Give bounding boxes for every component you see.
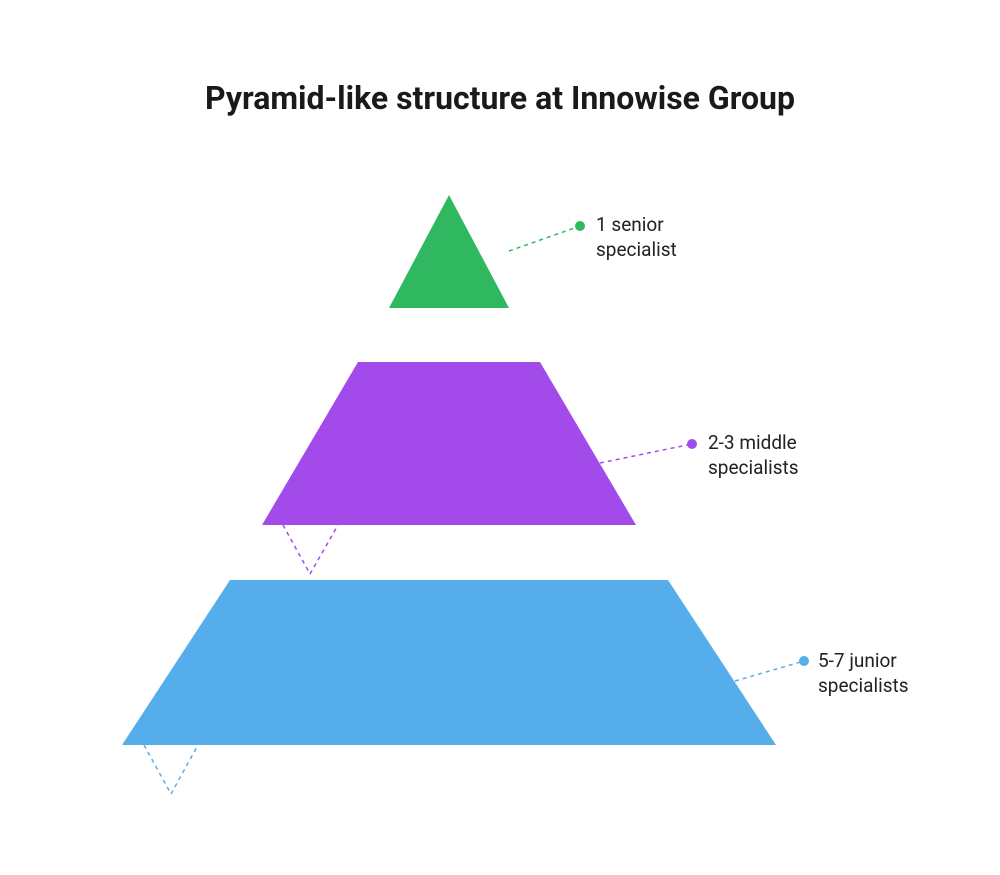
- connector-dot-senior: [575, 221, 585, 231]
- level-label-senior: 1 seniorspecialist: [596, 213, 677, 262]
- level-label-junior: 5-7 juniorspecialists: [818, 649, 909, 698]
- pyramid-decor-middle: [283, 525, 338, 574]
- pyramid-level-middle: [262, 362, 636, 525]
- connector-line-middle: [600, 444, 692, 463]
- connector-line-senior: [509, 226, 580, 251]
- level-label-line2: specialists: [818, 674, 909, 699]
- level-label-line1: 1 senior: [596, 213, 677, 238]
- connector-line-junior: [735, 661, 804, 681]
- pyramid-canvas: [0, 0, 1000, 875]
- level-label-middle: 2-3 middlespecialists: [708, 431, 799, 480]
- level-label-line1: 2-3 middle: [708, 431, 799, 456]
- level-label-line1: 5-7 junior: [818, 649, 909, 674]
- connector-dot-junior: [799, 656, 809, 666]
- connector-dot-middle: [687, 439, 697, 449]
- pyramid-level-senior: [389, 195, 509, 308]
- pyramid-decor-junior: [144, 745, 198, 794]
- level-label-line2: specialists: [708, 456, 799, 481]
- pyramid-level-junior: [122, 580, 776, 745]
- level-label-line2: specialist: [596, 238, 677, 263]
